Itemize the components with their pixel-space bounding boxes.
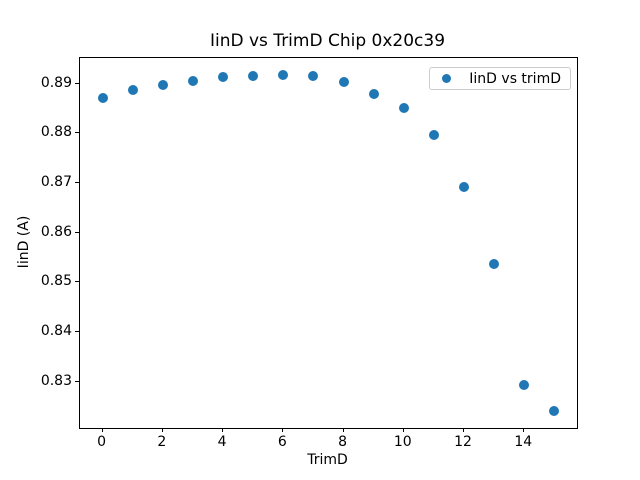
- scatter-point: [127, 84, 138, 95]
- y-tick-mark: [75, 331, 79, 333]
- chart-title: IinD vs TrimD Chip 0x20c39: [209, 31, 446, 51]
- x-tick-mark: [101, 428, 103, 432]
- y-tick-label: 0.85: [40, 273, 72, 290]
- y-tick-mark: [75, 281, 79, 283]
- scatter-point: [338, 76, 349, 87]
- x-tick-mark: [282, 428, 284, 432]
- scatter-point: [218, 72, 229, 83]
- x-tick-label: 14: [514, 434, 533, 450]
- y-tick-mark: [75, 82, 79, 84]
- y-tick-label: 0.86: [40, 223, 72, 240]
- scatter-point: [157, 79, 168, 90]
- x-tick-mark: [402, 428, 404, 432]
- scatter-point: [549, 406, 560, 417]
- scatter-point: [278, 70, 289, 81]
- legend-entry-label: IinD vs trimD: [469, 70, 561, 87]
- x-tick-label: 2: [157, 434, 167, 450]
- x-axis-label: TrimD: [307, 452, 348, 468]
- plot-area: IinD vs trimD: [79, 57, 578, 429]
- x-tick-label: 6: [277, 434, 287, 450]
- legend: IinD vs trimD: [429, 67, 571, 90]
- y-tick-mark: [75, 132, 79, 134]
- scatter-point: [459, 181, 470, 192]
- y-tick-label: 0.84: [40, 323, 72, 340]
- scatter-point: [368, 88, 379, 99]
- x-tick-label: 0: [97, 434, 107, 450]
- x-tick-mark: [523, 428, 525, 432]
- x-tick-label: 8: [338, 434, 348, 450]
- y-tick-label: 0.89: [40, 74, 72, 91]
- scatter-point: [308, 71, 319, 82]
- scatter-point: [398, 103, 409, 114]
- x-tick-label: 4: [217, 434, 227, 450]
- y-tick-label: 0.83: [40, 372, 72, 389]
- scatter-point: [489, 259, 500, 270]
- scatter-point: [248, 71, 259, 82]
- legend-marker-dot-icon: [442, 74, 452, 83]
- x-tick-mark: [222, 428, 224, 432]
- x-tick-label: 10: [393, 434, 412, 450]
- x-tick-mark: [161, 428, 163, 432]
- x-tick-label: 12: [454, 434, 472, 450]
- x-tick-mark: [342, 428, 344, 432]
- y-axis-label: IinD (A): [16, 215, 32, 269]
- y-tick-label: 0.87: [40, 174, 72, 191]
- scatter-point: [519, 379, 530, 390]
- y-tick-label: 0.88: [40, 124, 72, 141]
- y-tick-mark: [75, 182, 79, 184]
- y-tick-mark: [75, 231, 79, 233]
- scatter-point: [428, 129, 439, 140]
- scatter-point: [97, 93, 108, 104]
- scatter-point: [187, 75, 198, 86]
- x-tick-mark: [463, 428, 465, 432]
- y-tick-mark: [75, 380, 79, 382]
